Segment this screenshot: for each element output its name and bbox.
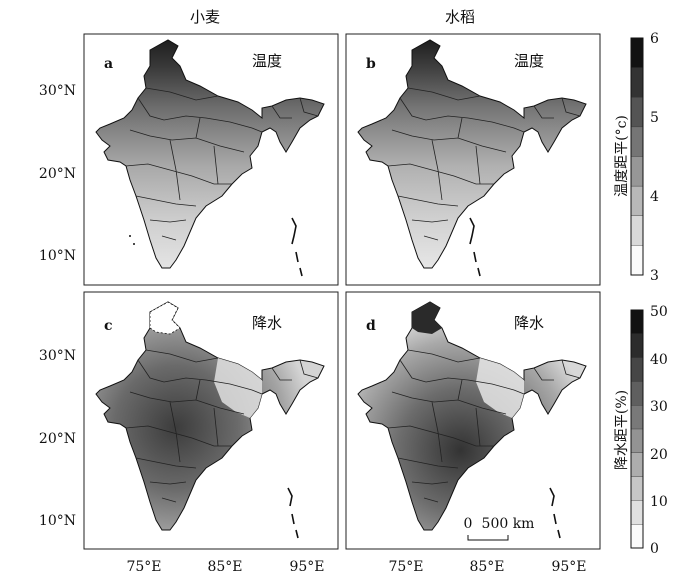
colorbar-tick: 4: [650, 189, 659, 205]
colorbar-tick: 30: [650, 399, 668, 415]
scale-bar-zero: 0: [464, 516, 473, 532]
x-tick-label: 85°E: [469, 559, 504, 575]
east-light-c: [214, 358, 262, 418]
islands-d: [549, 487, 561, 539]
island-dot-a2: [133, 243, 135, 245]
panel-c-map: [95, 301, 325, 539]
islands-a: [291, 217, 303, 277]
kashmir-white-c: [149, 301, 181, 335]
northeast-borders-a: [271, 97, 319, 119]
northeast-borders-c: [271, 359, 319, 381]
x-tick-label: 75°E: [388, 559, 423, 575]
colorbar-cell: [630, 126, 644, 157]
scale-bar: 0 500 km: [464, 516, 535, 541]
east-light-d: [476, 358, 524, 418]
y-axis-top: 30°N 20°N 10°N: [39, 83, 76, 264]
colorbar-tick: 5: [650, 110, 659, 126]
x-tick-label: 95°E: [551, 559, 586, 575]
x-tick-label: 95°E: [289, 559, 324, 575]
x-axis-right: 75°E 85°E 95°E: [388, 559, 586, 575]
y-axis-bottom: 30°N 20°N 10°N: [39, 348, 76, 529]
colorbar-cell: [630, 452, 644, 478]
colorbar-cell: [630, 357, 644, 382]
colorbar-cell: [630, 97, 644, 128]
y-tick-label: 20°N: [39, 431, 76, 447]
colorbar-cell: [630, 381, 644, 406]
y-tick-label: 30°N: [39, 83, 76, 99]
panel-b-letter: b: [366, 56, 376, 72]
islands-c: [287, 487, 299, 539]
colorbar-tick: 10: [650, 494, 668, 510]
colorbar-title: 温度距平(°c): [614, 115, 630, 197]
scale-bar-label: 500 km: [482, 516, 535, 532]
colorbar-cell: [630, 245, 644, 276]
state-borders-a: [125, 87, 263, 241]
panel-b-map: [357, 39, 587, 277]
northeast-borders-d: [533, 359, 581, 381]
india-shape-b: [357, 39, 587, 269]
column-title-wheat: 小麦: [190, 8, 220, 26]
panel-b-label: 温度: [514, 52, 544, 70]
state-borders-b: [387, 87, 525, 241]
x-axis-left: 75°E 85°E 95°E: [126, 559, 324, 575]
panel-a-letter: a: [104, 56, 113, 72]
state-borders-c: [125, 349, 263, 503]
colorbar-tick: 40: [650, 352, 668, 368]
india-shape-d: [357, 301, 587, 531]
colorbar-cell: [630, 156, 644, 187]
y-tick-label: 10°N: [39, 248, 76, 264]
kashmir-dark-d: [412, 302, 442, 334]
india-shape-c: [95, 301, 325, 531]
colorbar-tick: 50: [650, 304, 668, 320]
colorbar-temperature: 6 5 4 3 温度距平(°c): [614, 31, 659, 284]
island-dot-a1: [129, 235, 131, 237]
colorbar-cell: [630, 524, 644, 549]
panel-d-letter: d: [366, 318, 376, 334]
panel-d-label: 降水: [514, 314, 544, 332]
colorbar-tick: 3: [650, 268, 659, 284]
islands-b: [469, 217, 481, 277]
panel-a-map: [95, 39, 325, 277]
y-tick-label: 30°N: [39, 348, 76, 364]
colorbar-cell: [630, 37, 644, 69]
colorbar-cell: [630, 185, 644, 217]
panel-c-label: 降水: [252, 314, 282, 332]
colorbar-cell: [630, 476, 644, 501]
colorbar-tick: 6: [650, 31, 659, 47]
y-tick-label: 20°N: [39, 166, 76, 182]
state-borders-d: [387, 349, 525, 503]
colorbar-cell: [630, 428, 644, 454]
india-shape-a: [95, 39, 325, 269]
colorbar-cell: [630, 333, 644, 359]
colorbar-cell: [630, 405, 644, 430]
colorbar-cell: [630, 500, 644, 525]
panel-c-letter: c: [104, 318, 113, 334]
colorbar-precipitation: 50 40 30 20 10 0 降水距平(%): [614, 304, 668, 557]
panel-d-map: [357, 301, 587, 539]
x-tick-label: 85°E: [207, 559, 242, 575]
colorbar-tick: 0: [650, 541, 659, 557]
colorbar-title: 降水距平(%): [614, 390, 630, 470]
y-tick-label: 10°N: [39, 513, 76, 529]
northeast-borders-b: [533, 97, 581, 119]
colorbar-cell: [630, 215, 644, 246]
colorbar-cell: [630, 309, 644, 335]
colorbar-cell: [630, 67, 644, 98]
colorbar-tick: 20: [650, 447, 668, 463]
column-title-rice: 水稻: [445, 8, 475, 26]
panel-a-label: 温度: [252, 52, 282, 70]
x-tick-label: 75°E: [126, 559, 161, 575]
